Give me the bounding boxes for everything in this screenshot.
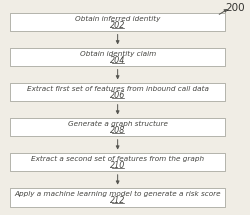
Text: 210: 210 [110, 161, 125, 170]
FancyBboxPatch shape [10, 48, 226, 66]
FancyBboxPatch shape [10, 118, 226, 136]
Text: 200: 200 [226, 3, 245, 13]
Text: 212: 212 [110, 196, 125, 205]
FancyBboxPatch shape [10, 153, 226, 172]
Text: Apply a machine learning model to generate a risk score: Apply a machine learning model to genera… [14, 191, 221, 197]
FancyBboxPatch shape [10, 83, 226, 101]
Text: 204: 204 [110, 56, 125, 65]
Text: Extract a second set of features from the graph: Extract a second set of features from th… [31, 156, 204, 162]
Text: Extract first set of features from inbound call data: Extract first set of features from inbou… [27, 86, 209, 92]
Text: 206: 206 [110, 91, 125, 100]
FancyBboxPatch shape [10, 188, 226, 207]
Text: Obtain inferred identity: Obtain inferred identity [75, 16, 160, 22]
Text: 202: 202 [110, 21, 125, 30]
Text: Generate a graph structure: Generate a graph structure [68, 121, 168, 127]
Text: Obtain identity claim: Obtain identity claim [80, 51, 156, 57]
Text: 208: 208 [110, 126, 125, 135]
FancyBboxPatch shape [10, 13, 226, 31]
